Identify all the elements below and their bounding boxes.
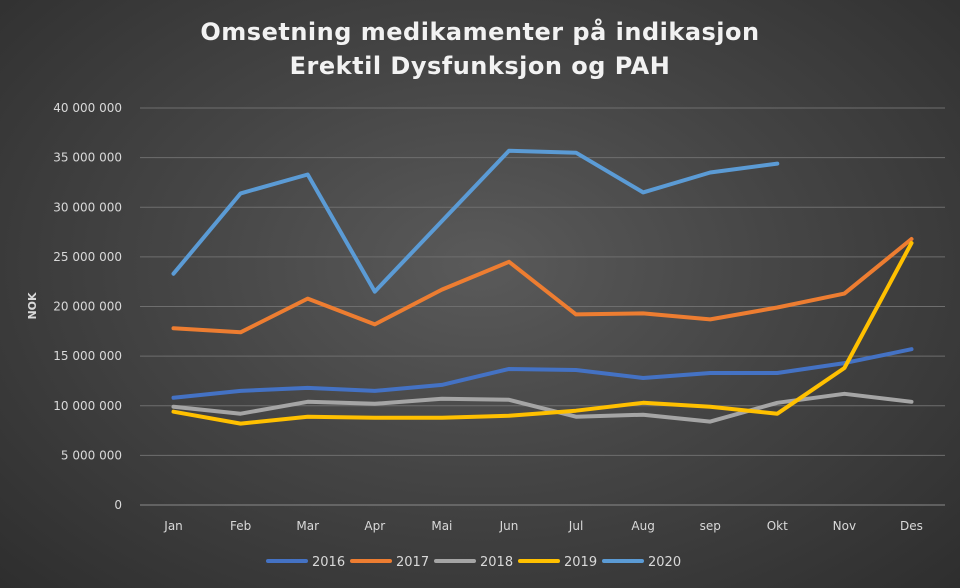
x-tick-label: Mai bbox=[431, 519, 452, 533]
series-line-2020 bbox=[171, 148, 780, 294]
legend-label-2020: 2020 bbox=[648, 555, 681, 570]
x-tick-label: Okt bbox=[767, 519, 788, 533]
x-tick-label: Jun bbox=[499, 519, 519, 533]
series-line-2016 bbox=[171, 347, 914, 400]
series-line-2019 bbox=[171, 241, 914, 426]
x-tick-label: Feb bbox=[230, 519, 251, 533]
series-lines bbox=[171, 148, 914, 426]
legend-label-2017: 2017 bbox=[396, 555, 429, 570]
legend-label-2018: 2018 bbox=[480, 555, 513, 570]
y-axis-title: NOK bbox=[26, 292, 39, 320]
y-tick-label: 35 000 000 bbox=[53, 151, 122, 165]
x-tick-label: Des bbox=[900, 519, 923, 533]
y-axis-tick-labels: 0 5 000 000 10 000 000 15 000 000 20 000 000… bbox=[53, 101, 122, 512]
x-tick-label: Jan bbox=[163, 519, 183, 533]
x-tick-label: Apr bbox=[364, 519, 385, 533]
y-tick-label: 20 000 000 bbox=[53, 300, 122, 314]
y-tick-label: 30 000 000 bbox=[53, 200, 122, 214]
y-tick-label: 0 bbox=[114, 498, 122, 512]
series-line-2017 bbox=[171, 237, 914, 335]
gridlines bbox=[140, 107, 945, 506]
series-line-2018 bbox=[171, 391, 914, 424]
x-axis-tick-labels: Jan Feb Mar Apr Mai Jun Jul Aug sep Okt Nov Des bbox=[163, 519, 923, 533]
x-tick-label: Nov bbox=[833, 519, 856, 533]
chart-title-line-1: Omsetning medikamenter på indikasjon bbox=[200, 18, 760, 46]
y-tick-label: 25 000 000 bbox=[53, 250, 122, 264]
legend: 2016 2017 2018 2019 2020 bbox=[266, 555, 681, 570]
x-tick-label: sep bbox=[700, 519, 721, 533]
y-tick-label: 15 000 000 bbox=[53, 349, 122, 363]
chart-title-line-2: Erektil Dysfunksjon og PAH bbox=[289, 52, 671, 80]
legend-label-2016: 2016 bbox=[312, 555, 345, 570]
y-tick-label: 10 000 000 bbox=[53, 399, 122, 413]
x-tick-label: Aug bbox=[631, 519, 654, 533]
y-tick-label: 5 000 000 bbox=[61, 448, 122, 462]
x-tick-label: Jul bbox=[568, 519, 583, 533]
y-tick-label: 40 000 000 bbox=[53, 101, 122, 115]
x-tick-label: Mar bbox=[296, 519, 319, 533]
legend-label-2019: 2019 bbox=[564, 555, 597, 570]
